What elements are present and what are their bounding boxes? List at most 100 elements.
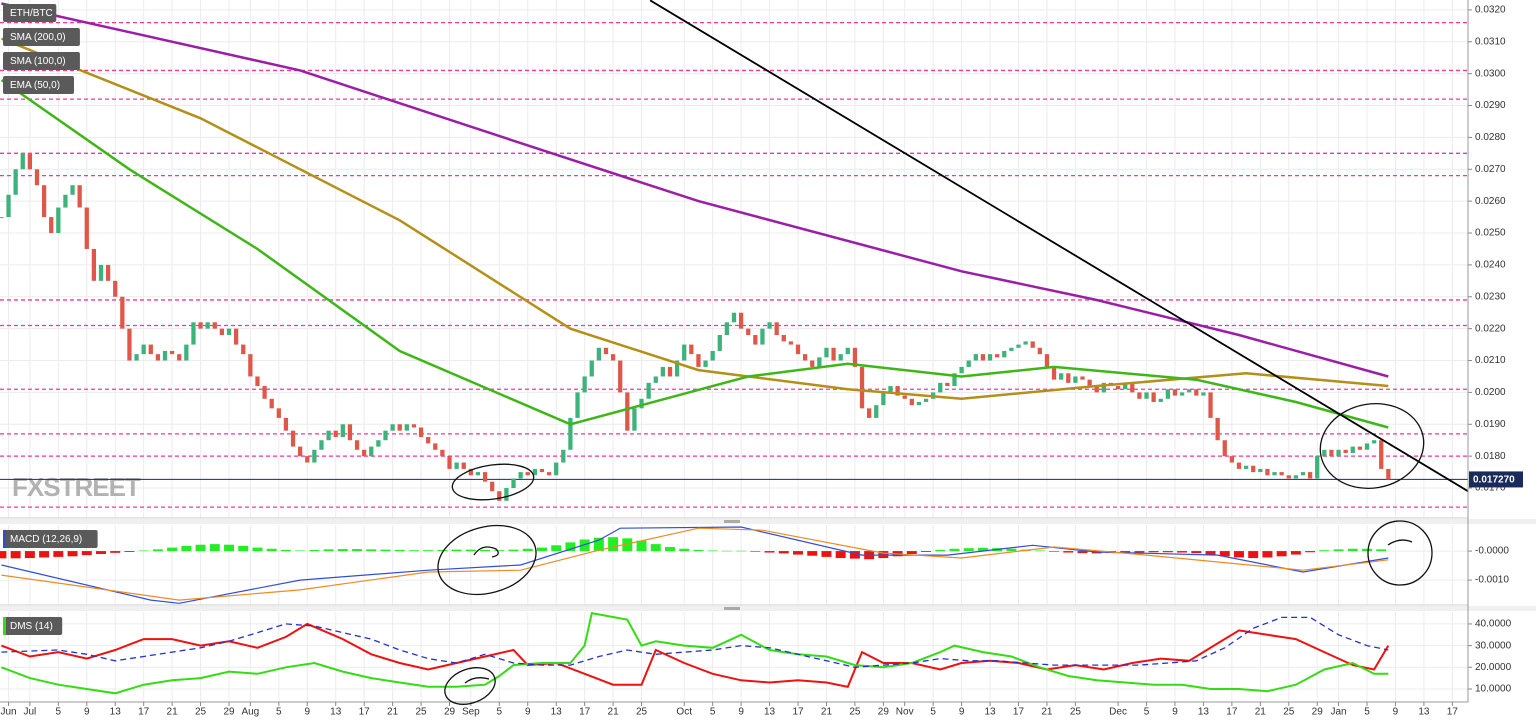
histogram-bar: [224, 544, 234, 552]
y-tick-label: 0.0230: [1475, 291, 1506, 302]
candle: [198, 322, 203, 329]
x-tick-label: 21: [1255, 707, 1267, 718]
y-tick-label: -0.0010: [1475, 575, 1509, 586]
legend-box: [3, 52, 80, 70]
candle: [433, 443, 438, 450]
legend-label: EMA (50,0): [10, 80, 60, 91]
candle: [312, 449, 317, 463]
moving-average: [1, 2, 1389, 378]
candle: [824, 347, 829, 358]
legend-label: SMA (100,0): [10, 56, 66, 67]
histogram-bar: [0, 551, 7, 559]
candle: [817, 357, 822, 367]
x-tick-label: 13: [330, 707, 342, 718]
histogram-bar: [1205, 551, 1216, 555]
x-tick-label: 25: [415, 707, 427, 718]
x-tick-label: 29: [878, 707, 890, 718]
y-tick-label: 0.0240: [1475, 260, 1506, 271]
histogram-bar: [793, 551, 803, 555]
candle: [938, 382, 943, 393]
annotation-scribble: [464, 677, 490, 684]
histogram-bar: [1262, 551, 1273, 558]
histogram-bar: [238, 545, 249, 552]
candle: [255, 376, 260, 387]
histogram-bar: [977, 547, 988, 552]
candle: [1030, 341, 1035, 348]
histogram-bar: [380, 549, 391, 552]
candle: [1130, 382, 1135, 393]
candle: [1009, 347, 1014, 351]
candle: [767, 322, 772, 329]
x-tick-label: 9: [525, 707, 531, 718]
histogram-bar: [337, 549, 348, 552]
candle: [1137, 392, 1142, 399]
candle: [241, 344, 246, 355]
x-tick-label: 5: [1144, 707, 1150, 718]
candle: [1272, 472, 1277, 476]
resize-handle[interactable]: [724, 520, 740, 523]
candle: [1379, 440, 1384, 469]
candle: [874, 405, 879, 418]
candle: [333, 430, 338, 438]
annotation-circle: [1319, 403, 1425, 489]
histogram-bar: [650, 544, 661, 552]
y-tick-label: 0.0180: [1475, 451, 1506, 462]
candle: [283, 417, 289, 431]
candle: [731, 312, 737, 323]
candle: [447, 456, 452, 469]
histogram-bar: [1162, 551, 1173, 553]
candle: [1350, 446, 1355, 453]
candle: [852, 347, 858, 367]
indicator-line: [1, 622, 1390, 688]
histogram-bar: [1063, 551, 1074, 553]
indicator-line: [1, 616, 1389, 668]
last-price-box: [1469, 471, 1523, 488]
histogram-bar: [10, 551, 21, 559]
panel-background: [0, 0, 1468, 518]
x-tick-label: 9: [738, 707, 744, 718]
candle: [1357, 446, 1363, 450]
candle: [1251, 465, 1256, 473]
histogram-bar: [24, 551, 35, 559]
x-tick-label: 13: [984, 707, 996, 718]
candle: [354, 440, 360, 450]
x-tick-label: 9: [1172, 707, 1178, 718]
histogram-bar: [736, 550, 747, 552]
candle: [532, 468, 537, 476]
x-tick-label: 5: [56, 707, 62, 718]
candle: [98, 264, 104, 281]
candle: [397, 424, 402, 431]
candle: [390, 424, 395, 431]
histogram-bar: [693, 549, 704, 552]
candle: [440, 449, 445, 457]
histogram-bar: [849, 551, 860, 559]
candle: [1172, 389, 1178, 396]
candle: [141, 344, 146, 355]
candle: [113, 280, 118, 297]
candle: [134, 354, 139, 361]
panel-separator: [0, 606, 1536, 611]
resize-handle[interactable]: [724, 607, 740, 610]
x-tick-label: Aug: [241, 707, 259, 718]
histogram-bar: [352, 549, 363, 552]
candle: [589, 360, 594, 377]
candle: [347, 424, 353, 441]
x-tick-label: 17: [1013, 707, 1025, 718]
x-tick-label: 13: [110, 707, 122, 718]
x-tick-label: 21: [1041, 707, 1053, 718]
watermark: FXSTREET: [12, 472, 141, 502]
candle: [276, 408, 281, 418]
panel-background: [0, 525, 1468, 605]
histogram-bar: [408, 550, 419, 552]
candle: [1343, 449, 1348, 453]
x-tick-label: 9: [304, 707, 310, 718]
candle: [148, 344, 153, 355]
candle: [788, 341, 794, 345]
candle: [34, 169, 40, 186]
candle: [639, 398, 644, 409]
y-tick-label: 0.0310: [1475, 36, 1506, 47]
candle: [760, 328, 765, 345]
x-tick-label: 29: [223, 707, 235, 718]
y-tick-label: 40.0000: [1475, 619, 1512, 630]
histogram-bar: [536, 547, 547, 552]
